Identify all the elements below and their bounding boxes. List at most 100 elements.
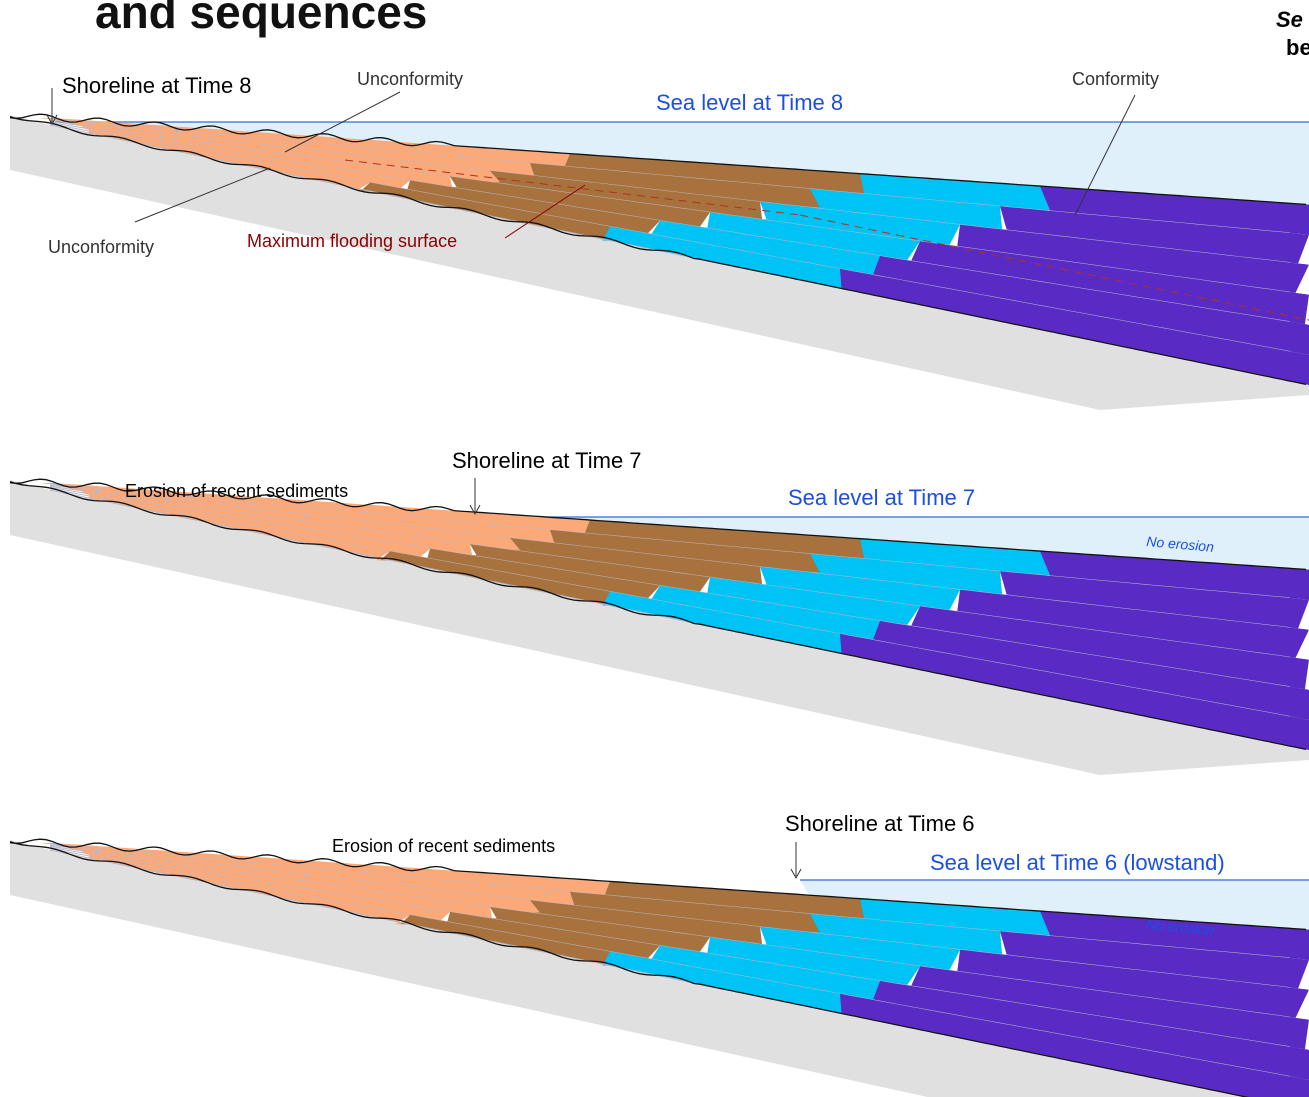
stratum — [447, 911, 660, 961]
pointer — [284, 91, 401, 153]
base-surface — [9, 840, 1250, 1097]
label: Sea level at Time 8 — [656, 90, 843, 115]
stratum — [82, 852, 450, 923]
stratum — [530, 163, 824, 208]
stratum — [872, 980, 1309, 1080]
stratum — [1040, 911, 1309, 960]
stratum — [74, 124, 453, 187]
stratum — [707, 212, 920, 263]
stratum — [530, 900, 763, 945]
water — [50, 122, 1309, 205]
stratum — [564, 153, 873, 194]
shoreline-arrow — [46, 88, 58, 126]
stratum — [707, 937, 920, 988]
stratum — [760, 566, 960, 612]
label: Unconformity — [357, 69, 463, 89]
stratum — [427, 548, 660, 601]
bedding-line — [49, 485, 1291, 658]
title: and sequences — [95, 0, 427, 38]
stratum — [910, 966, 1309, 1050]
stratum — [602, 226, 850, 289]
side-text: Se — [1276, 7, 1303, 32]
annotations — [46, 88, 1309, 880]
cross-section — [9, 838, 1309, 1097]
stratum — [810, 188, 1003, 230]
stratum — [550, 529, 824, 573]
bedding-line — [49, 845, 1291, 1018]
stratum — [1040, 186, 1309, 235]
stratum — [380, 551, 610, 606]
label: Erosion of recent sediments — [332, 836, 555, 856]
stratum — [957, 589, 1309, 660]
stratum — [650, 945, 880, 1002]
mfs-line — [344, 159, 801, 216]
stratum — [650, 585, 880, 642]
stratum — [470, 544, 710, 594]
stratum — [1000, 206, 1309, 265]
stratum — [1000, 571, 1309, 630]
stratum — [407, 180, 660, 236]
stratum — [760, 201, 960, 247]
stratum — [490, 170, 763, 220]
base-surface — [9, 115, 1307, 386]
stratum — [650, 220, 880, 277]
pointer — [1074, 94, 1136, 216]
stratum — [957, 949, 1309, 1020]
stratum — [400, 914, 610, 966]
water — [800, 880, 1309, 930]
stratum — [910, 241, 1309, 325]
top-surface — [9, 113, 1307, 206]
stratum — [707, 577, 920, 628]
stratum — [760, 926, 960, 972]
stratum — [860, 538, 1054, 575]
stratum — [570, 891, 824, 933]
cross-section — [9, 478, 1309, 775]
shoreline-arrow — [790, 842, 802, 880]
stratum — [604, 881, 873, 919]
stratum — [860, 173, 1054, 210]
stratum — [1040, 551, 1309, 600]
stratum — [450, 176, 710, 229]
label: Shoreline at Time 8 — [62, 73, 252, 98]
stratum — [1000, 931, 1309, 990]
stratum — [52, 844, 583, 905]
shoreline-arrow — [469, 478, 481, 516]
label: Sea level at Time 7 — [788, 485, 975, 510]
stratum — [74, 489, 473, 556]
stratum — [66, 847, 544, 913]
cross-section — [9, 113, 1309, 410]
stratum — [490, 907, 710, 954]
stratum — [52, 119, 543, 176]
stratum — [66, 122, 504, 182]
label: Sea level at Time 6 (lowstand) — [930, 850, 1225, 875]
stratum — [360, 182, 610, 241]
stratum — [52, 484, 563, 543]
stratum — [910, 606, 1309, 690]
side-text: be — [1286, 35, 1309, 60]
stratum — [860, 898, 1054, 935]
label: No erosion — [1146, 533, 1215, 555]
stratum — [74, 849, 493, 919]
stratum — [872, 255, 1309, 355]
label: Erosion of recent sediments — [125, 481, 348, 501]
cross-sections — [9, 113, 1309, 1097]
base-surface — [9, 480, 1307, 751]
label: No erosion — [1146, 916, 1215, 938]
water — [470, 517, 1309, 570]
basement — [10, 115, 1309, 410]
pointer — [504, 184, 586, 239]
label: Conformity — [1072, 69, 1159, 89]
label: Shoreline at Time 6 — [785, 811, 975, 836]
stratum — [810, 913, 1003, 955]
stratum — [510, 538, 763, 585]
stratum — [840, 633, 1309, 750]
stratum — [584, 520, 873, 559]
stratum — [602, 951, 850, 1014]
top-surface — [9, 838, 1307, 931]
stratum — [840, 268, 1309, 385]
basement — [10, 480, 1309, 775]
mfs-line — [799, 214, 1309, 321]
stratum — [840, 993, 1309, 1097]
stratum — [957, 224, 1309, 295]
